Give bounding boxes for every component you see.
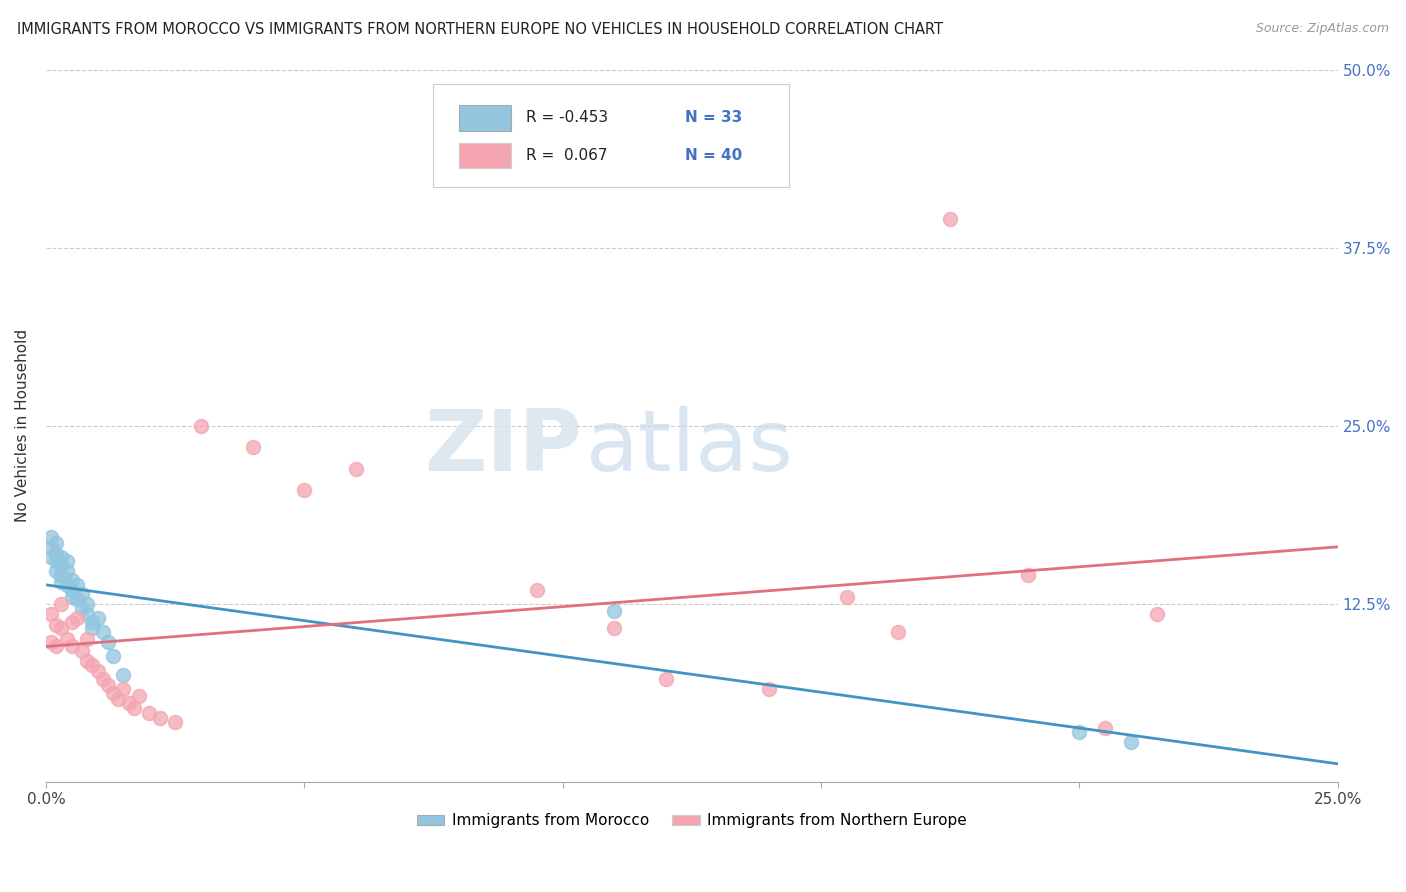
Text: N = 40: N = 40 — [685, 148, 742, 163]
Text: R =  0.067: R = 0.067 — [526, 148, 607, 163]
Point — [55, 554, 77, 568]
Point — [128, 690, 150, 704]
Point — [835, 590, 858, 604]
Text: N = 33: N = 33 — [685, 111, 742, 125]
Point — [39, 530, 62, 544]
Point — [76, 607, 98, 621]
Point — [45, 640, 67, 654]
Point — [101, 649, 124, 664]
Point — [45, 535, 67, 549]
Point — [39, 549, 62, 564]
Point — [91, 625, 114, 640]
Point — [149, 710, 172, 724]
Point — [76, 632, 98, 647]
Point — [39, 635, 62, 649]
Point — [758, 682, 780, 697]
Point — [887, 625, 910, 640]
Point — [39, 607, 62, 621]
Point — [91, 672, 114, 686]
Point — [82, 657, 104, 672]
Point — [51, 558, 73, 573]
Point — [45, 554, 67, 568]
Point — [51, 597, 73, 611]
Point — [66, 592, 89, 607]
Text: atlas: atlas — [586, 406, 794, 489]
Y-axis label: No Vehicles in Household: No Vehicles in Household — [15, 329, 30, 523]
Point — [45, 547, 67, 561]
Point — [165, 714, 187, 729]
FancyBboxPatch shape — [460, 143, 510, 169]
Point — [39, 540, 62, 554]
Text: IMMIGRANTS FROM MOROCCO VS IMMIGRANTS FROM NORTHERN EUROPE NO VEHICLES IN HOUSEH: IMMIGRANTS FROM MOROCCO VS IMMIGRANTS FR… — [17, 22, 943, 37]
Text: ZIP: ZIP — [425, 406, 582, 489]
Point — [603, 604, 626, 618]
Point — [97, 678, 120, 692]
Point — [107, 692, 129, 706]
Point — [292, 483, 315, 497]
Text: Source: ZipAtlas.com: Source: ZipAtlas.com — [1256, 22, 1389, 36]
Point — [55, 578, 77, 592]
FancyBboxPatch shape — [433, 84, 789, 187]
Point — [51, 549, 73, 564]
Point — [82, 615, 104, 630]
Point — [60, 615, 83, 630]
Point — [70, 644, 93, 658]
Point — [82, 621, 104, 635]
Point — [70, 601, 93, 615]
Point — [66, 611, 89, 625]
Point — [76, 654, 98, 668]
Point — [86, 664, 108, 678]
Point — [70, 587, 93, 601]
Point — [101, 686, 124, 700]
Point — [86, 611, 108, 625]
Point — [45, 618, 67, 632]
Point — [526, 582, 548, 597]
Point — [97, 635, 120, 649]
Point — [55, 564, 77, 578]
Point — [55, 632, 77, 647]
Point — [51, 575, 73, 590]
Point — [1094, 721, 1116, 735]
Point — [1119, 735, 1142, 749]
Point — [1146, 607, 1168, 621]
Point — [76, 597, 98, 611]
Point — [122, 700, 145, 714]
Point — [344, 461, 367, 475]
Point — [190, 418, 212, 433]
Point — [138, 706, 160, 721]
Point — [1017, 568, 1039, 582]
Point — [655, 672, 678, 686]
Point — [242, 440, 264, 454]
Point — [60, 640, 83, 654]
Point — [60, 582, 83, 597]
Point — [51, 621, 73, 635]
Point — [112, 682, 135, 697]
Point — [51, 568, 73, 582]
Point — [1069, 724, 1091, 739]
Legend: Immigrants from Morocco, Immigrants from Northern Europe: Immigrants from Morocco, Immigrants from… — [411, 807, 973, 835]
Point — [45, 564, 67, 578]
Point — [112, 668, 135, 682]
Point — [939, 212, 962, 227]
FancyBboxPatch shape — [460, 105, 510, 130]
Point — [603, 621, 626, 635]
Point — [117, 697, 139, 711]
Text: R = -0.453: R = -0.453 — [526, 111, 609, 125]
Point — [60, 590, 83, 604]
Point — [60, 573, 83, 587]
Point — [66, 578, 89, 592]
